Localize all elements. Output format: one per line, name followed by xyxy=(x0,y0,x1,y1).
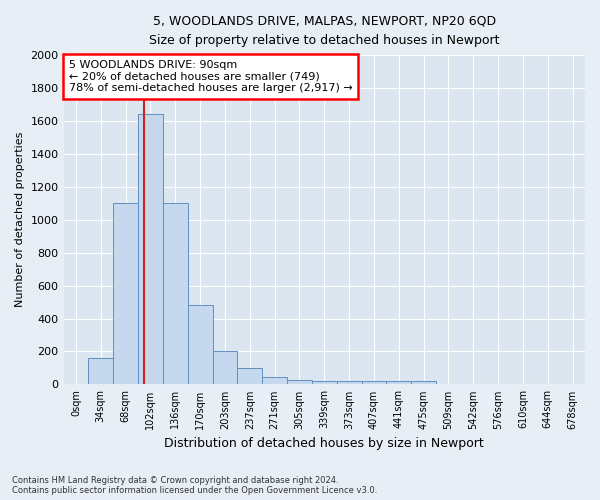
Y-axis label: Number of detached properties: Number of detached properties xyxy=(15,132,25,308)
Bar xyxy=(337,381,362,384)
Bar xyxy=(411,381,436,384)
Bar xyxy=(163,204,188,384)
Bar xyxy=(113,204,138,384)
Bar xyxy=(287,380,312,384)
Bar xyxy=(138,114,163,384)
Bar xyxy=(262,377,287,384)
Text: Contains HM Land Registry data © Crown copyright and database right 2024.
Contai: Contains HM Land Registry data © Crown c… xyxy=(12,476,377,495)
Bar xyxy=(386,381,411,384)
Bar xyxy=(188,306,212,384)
Text: 5 WOODLANDS DRIVE: 90sqm
← 20% of detached houses are smaller (749)
78% of semi-: 5 WOODLANDS DRIVE: 90sqm ← 20% of detach… xyxy=(69,60,353,94)
Bar xyxy=(312,381,337,384)
Bar xyxy=(212,352,238,384)
X-axis label: Distribution of detached houses by size in Newport: Distribution of detached houses by size … xyxy=(164,437,484,450)
Bar xyxy=(238,368,262,384)
Title: 5, WOODLANDS DRIVE, MALPAS, NEWPORT, NP20 6QD
Size of property relative to detac: 5, WOODLANDS DRIVE, MALPAS, NEWPORT, NP2… xyxy=(149,15,500,47)
Bar xyxy=(362,381,386,384)
Bar xyxy=(88,358,113,384)
